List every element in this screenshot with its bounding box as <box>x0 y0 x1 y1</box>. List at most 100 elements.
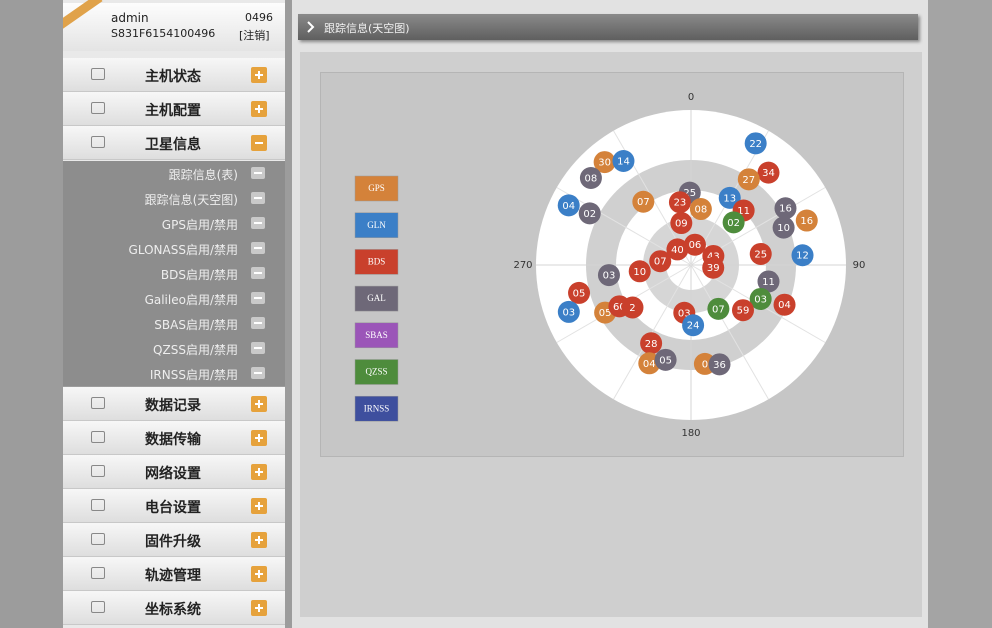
satellite-prn: 07 <box>712 304 725 315</box>
satellite-prn: 02 <box>727 218 740 229</box>
satellite <box>774 197 797 220</box>
menu-item[interactable]: 数据记录 <box>63 387 285 421</box>
satellite-prn: 10 <box>633 267 646 278</box>
satellite-prn: 05 <box>599 308 612 319</box>
collapse-button <box>251 367 265 379</box>
submenu-item[interactable]: GPS启用/禁用 <box>63 211 285 237</box>
menu-item[interactable]: 主机状态 <box>63 58 285 92</box>
satellite <box>749 287 772 310</box>
submenu-item[interactable]: 跟踪信息(天空图) <box>63 186 285 212</box>
satellite-prn: 03 <box>754 294 767 305</box>
menu-item[interactable]: 卫星信息 <box>63 126 285 160</box>
legend-swatch <box>354 322 399 349</box>
menu-item[interactable]: 轨迹管理 <box>63 557 285 591</box>
satellite-prn: 04 <box>643 359 656 370</box>
sidebar: admin S831F6154100496 0496 [注销] 主机状态 主机配置… <box>63 0 285 628</box>
menu-label: 主机配置 <box>145 103 201 119</box>
menu-icon <box>91 397 105 409</box>
submenu-label: BDS启用/禁用 <box>160 268 238 282</box>
collapse-button <box>251 242 265 254</box>
spoke <box>690 264 769 400</box>
menu-icon <box>91 102 105 114</box>
satellite-prn: 16 <box>800 216 813 227</box>
expand-button <box>251 396 267 412</box>
submenu-item[interactable]: BDS启用/禁用 <box>63 261 285 287</box>
satellite-prn: 13 <box>723 193 736 204</box>
legend-swatch <box>354 285 399 312</box>
menu-icon <box>91 431 105 443</box>
satellite <box>773 293 796 316</box>
menu-item[interactable]: 主机配置 <box>63 92 285 126</box>
user-name: admin <box>111 11 149 25</box>
submenu-item[interactable]: 跟踪信息(表) <box>63 161 285 187</box>
satellite <box>731 299 754 322</box>
right-margin <box>928 0 992 628</box>
menu-icon <box>91 499 105 511</box>
satellite <box>632 190 655 213</box>
satellite-prn: 03 <box>562 307 575 318</box>
submenu-item[interactable]: QZSS启用/禁用 <box>63 336 285 362</box>
satellite-prn: 05 <box>573 288 586 299</box>
azimuth-label: 180 <box>681 428 700 439</box>
satellite-prn: 03 <box>603 271 616 282</box>
menu-label: 网络设置 <box>145 466 201 482</box>
legend-swatch <box>354 175 399 202</box>
submenu-item[interactable]: Galileo启用/禁用 <box>63 286 285 312</box>
spoke <box>613 264 692 400</box>
satellite <box>670 212 693 235</box>
satellite-prn: 08 <box>695 205 708 216</box>
satellite-prn: 30 <box>598 158 611 169</box>
satellite <box>744 132 767 155</box>
collapse-button <box>251 317 265 329</box>
satellite <box>668 191 691 214</box>
submenu-item[interactable]: GLONASS启用/禁用 <box>63 236 285 262</box>
satellite <box>682 314 705 337</box>
collapse-button <box>251 292 265 304</box>
satellite <box>628 260 651 283</box>
menu-item[interactable]: 网络设置 <box>63 455 285 489</box>
satellite <box>579 166 602 189</box>
satellite-prn: 24 <box>687 321 700 332</box>
satellite <box>557 300 580 323</box>
satellite <box>621 296 644 319</box>
legend-label: SBAS <box>365 330 388 340</box>
menu-item[interactable]: 电台设置 <box>63 489 285 523</box>
breadcrumb: 跟踪信息(天空图) <box>324 22 410 35</box>
satellite-prn: 40 <box>671 245 684 256</box>
satellite <box>791 244 814 267</box>
menu-icon <box>91 136 105 148</box>
satellite-prn: 36 <box>713 360 726 371</box>
azimuth-label: 90 <box>853 260 866 271</box>
menu-item[interactable]: 固件升级 <box>63 523 285 557</box>
satellite-prn: 10 <box>777 223 790 234</box>
satellite-prn: 14 <box>617 157 630 168</box>
legend-label: QZSS <box>365 367 387 377</box>
submenu-label: QZSS启用/禁用 <box>153 343 238 357</box>
menu-icon <box>91 465 105 477</box>
legend-swatch <box>354 395 399 422</box>
submenu-label: Galileo启用/禁用 <box>144 293 238 307</box>
menu-label: 主机状态 <box>145 69 201 85</box>
satellite-prn: 12 <box>796 251 809 262</box>
legend-swatch <box>354 359 399 385</box>
submenu-item[interactable]: IRNSS启用/禁用 <box>63 361 285 387</box>
logout[interactable]: [注销] <box>239 29 270 42</box>
submenu-label: GPS启用/禁用 <box>161 218 238 232</box>
submenu-label: 跟踪信息(天空图) <box>144 193 238 207</box>
menu-item[interactable]: 坐标系统 <box>63 591 285 625</box>
satellite <box>708 353 731 376</box>
satellite-prn: 27 <box>742 175 755 186</box>
menu-label: 坐标系统 <box>145 602 201 618</box>
submenu-item[interactable]: SBAS启用/禁用 <box>63 311 285 337</box>
satellite <box>597 264 620 287</box>
satellite <box>666 238 689 261</box>
menu-item[interactable]: 数据传输 <box>63 421 285 455</box>
menu-label: 电台设置 <box>145 500 201 516</box>
azimuth-label: 0 <box>688 92 694 103</box>
satellite <box>795 209 818 232</box>
submenu-label: IRNSS启用/禁用 <box>149 368 238 382</box>
expand-button <box>251 600 267 616</box>
satellite <box>649 250 672 273</box>
